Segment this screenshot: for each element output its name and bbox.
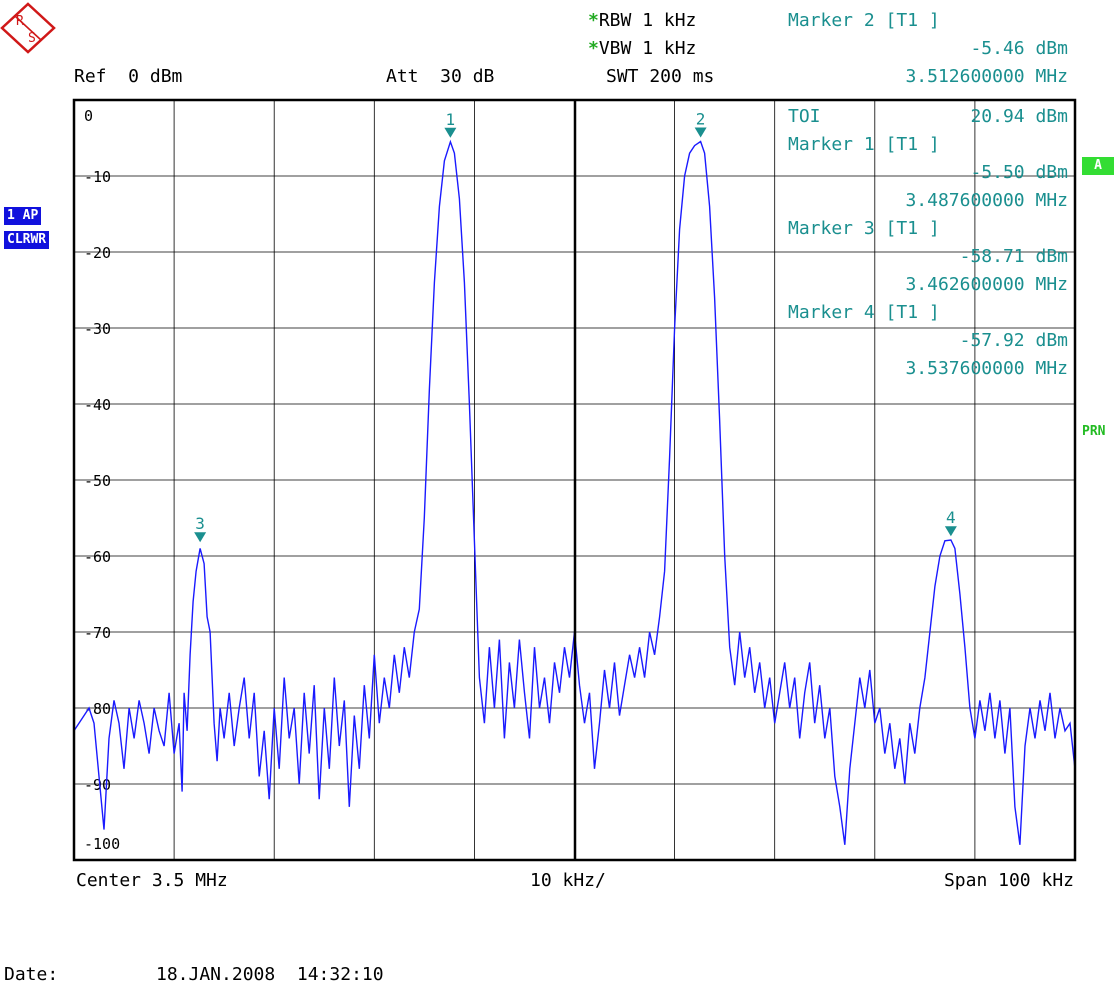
y-tick-label: -10 <box>84 168 111 186</box>
prn-badge: PRN <box>1082 424 1106 439</box>
swt-setting: SWT 200 ms <box>606 66 715 87</box>
svg-text:S: S <box>28 31 36 46</box>
y-tick-label: -90 <box>84 776 111 794</box>
marker-readout-title: Marker 2 [T1 ] <box>788 10 940 31</box>
date-label: Date: <box>4 964 59 985</box>
y-tick-label: -60 <box>84 548 111 566</box>
y-tick-label: -100 <box>84 835 120 853</box>
y-tick-label: -70 <box>84 624 111 642</box>
attenuation: Att 30 dB <box>386 66 495 87</box>
svg-text:R: R <box>16 14 24 29</box>
trace-badge: 1 AP <box>4 207 42 225</box>
marker-readout-freq: 3.512600000 MHz <box>905 66 1068 87</box>
marker3-level: -58.71 dBm <box>959 246 1068 267</box>
y-tick-label: -20 <box>84 244 111 262</box>
date-value: 18.JAN.2008 14:32:10 <box>156 964 384 985</box>
trace-line <box>73 139 1076 845</box>
a-badge: A <box>1082 157 1114 175</box>
span: Span 100 kHz <box>943 870 1074 891</box>
center-frequency: Center 3.5 MHz <box>76 870 228 891</box>
marker-4-label: 4 <box>946 508 956 527</box>
trace-mode-badge: CLRWR <box>4 231 50 249</box>
vbw-setting: *VBW 1 kHz <box>588 38 697 59</box>
marker-2-symbol <box>694 127 707 138</box>
y-tick-label: -40 <box>84 396 111 414</box>
marker3-freq: 3.462600000 MHz <box>905 274 1068 295</box>
marker-3-label: 3 <box>195 514 205 533</box>
rohde-schwarz-logo: R S <box>0 2 56 54</box>
marker-1-symbol <box>444 127 457 138</box>
y-tick-label: -50 <box>84 472 111 490</box>
marker-readout-level: -5.46 dBm <box>970 38 1068 59</box>
marker-3-symbol <box>194 532 207 543</box>
marker-4-symbol <box>944 526 957 537</box>
marker-1-label: 1 <box>446 110 456 129</box>
marker4-level: -57.92 dBm <box>959 330 1068 351</box>
marker-2-label: 2 <box>696 109 706 128</box>
y-tick-label: -30 <box>84 320 111 338</box>
y-tick-label: 0 <box>84 107 93 125</box>
marker1-freq: 3.487600000 MHz <box>905 190 1068 211</box>
toi-label: TOI <box>788 106 821 127</box>
toi-value: 20.94 dBm <box>970 106 1068 127</box>
rbw-setting: *RBW 1 kHz <box>588 10 697 31</box>
ref-level: Ref 0 dBm <box>74 66 183 87</box>
marker1-title: Marker 1 [T1 ] <box>788 134 940 155</box>
marker1-level: -5.50 dBm <box>970 162 1068 183</box>
division-scale: 10 kHz/ <box>530 870 606 891</box>
marker3-title: Marker 3 [T1 ] <box>788 218 940 239</box>
marker4-freq: 3.537600000 MHz <box>905 358 1068 379</box>
marker4-title: Marker 4 [T1 ] <box>788 302 940 323</box>
